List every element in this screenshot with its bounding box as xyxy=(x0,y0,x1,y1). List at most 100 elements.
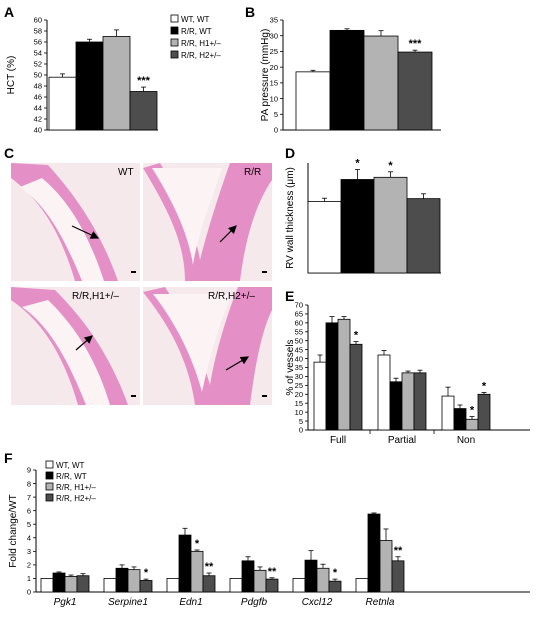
legend-label-wt-wt: WT, WT xyxy=(181,15,210,24)
y-axis-label: % of vessels xyxy=(285,339,296,395)
histology-panels: WT R/R R/R,H1+/– R/R,H2+/– xyxy=(11,163,272,405)
y-tick-label: 6 xyxy=(27,506,31,515)
y-tick-label: 25 xyxy=(295,381,303,390)
significance-marker: * xyxy=(144,567,149,579)
panel-label-c: C xyxy=(4,145,14,161)
histology-label-wt: WT xyxy=(118,167,134,178)
bar xyxy=(265,578,279,593)
legend-f-swatch-rr-h2 xyxy=(45,493,54,502)
bar xyxy=(127,569,141,593)
significance-marker: ** xyxy=(205,561,214,573)
bar xyxy=(307,201,342,274)
y-tick-label: 4 xyxy=(27,533,31,542)
y-axis-label: RV wall thickness (μm) xyxy=(285,167,296,269)
bar xyxy=(453,408,467,431)
category-label: Pgk1 xyxy=(54,597,77,608)
bar xyxy=(229,578,243,593)
y-tick-label: 46 xyxy=(34,93,42,102)
bar xyxy=(304,559,318,593)
legend-f-label-rr-h2: R/R, H2+/– xyxy=(56,494,96,503)
bar xyxy=(40,578,54,593)
histology-image-rr-h1 xyxy=(11,287,140,405)
category-label: Partial xyxy=(388,435,416,446)
y-tick-label: 0 xyxy=(274,126,278,135)
category-label: Pdgfb xyxy=(241,597,268,608)
y-tick-label: 55 xyxy=(295,327,303,336)
arrow-rr xyxy=(219,225,237,243)
category-label: Non xyxy=(457,435,475,446)
bar xyxy=(401,372,415,431)
y-tick-label: 0 xyxy=(27,588,31,597)
legend-swatch-rr-h2 xyxy=(170,50,179,59)
bar xyxy=(103,578,117,593)
legend-f: WT, WT R/R, WT R/R, H1+/– R/R, H2+/– xyxy=(45,460,96,503)
y-tick-label: 15 xyxy=(295,399,303,408)
y-tick-label: 50 xyxy=(34,71,42,80)
panel-label-b: B xyxy=(245,4,255,20)
histology-label-rr-h2: R/R,H2+/– xyxy=(208,291,255,302)
arrow-wt xyxy=(71,225,100,239)
significance-marker: ** xyxy=(394,545,403,557)
y-tick-label: 3 xyxy=(27,547,31,556)
bar xyxy=(377,354,391,431)
bar xyxy=(76,575,90,593)
category-label: Retnla xyxy=(366,597,395,608)
histology-label-rr-h1: R/R,H1+/– xyxy=(72,291,119,302)
legend-f-swatch-wt-wt xyxy=(45,460,54,469)
y-tick-label: 25 xyxy=(270,47,278,56)
bar xyxy=(355,578,369,593)
bar xyxy=(292,578,306,593)
legend-f-label-rr-wt: R/R, WT xyxy=(56,472,87,481)
y-tick-label: 42 xyxy=(34,115,42,124)
y-tick-label: 15 xyxy=(270,79,278,88)
y-axis-label: PA pressure (mmHg) xyxy=(260,29,271,122)
significance-marker: * xyxy=(333,567,338,579)
bar xyxy=(48,76,77,131)
y-tick-label: 65 xyxy=(295,310,303,319)
legend-f-swatch-rr-h1 xyxy=(45,482,54,491)
y-tick-label: 5 xyxy=(299,417,303,426)
arrow-rr-h2 xyxy=(225,356,250,371)
y-tick-label: 0 xyxy=(299,426,303,435)
histology-image-wt xyxy=(11,163,140,281)
bar xyxy=(373,176,408,274)
category-label: Full xyxy=(330,435,346,446)
legend-f-label-wt-wt: WT, WT xyxy=(56,461,85,470)
bar xyxy=(178,534,192,593)
category-label: Cxcl12 xyxy=(302,597,333,608)
bar xyxy=(102,36,131,131)
bar xyxy=(166,578,180,593)
bar xyxy=(75,41,104,131)
panel-label-a: A xyxy=(4,4,14,20)
bar xyxy=(465,418,479,431)
y-tick-label: 45 xyxy=(295,345,303,354)
y-tick-label: 5 xyxy=(27,520,31,529)
significance-marker: * xyxy=(482,381,487,393)
bar xyxy=(329,29,365,131)
bar xyxy=(313,361,327,431)
y-tick-label: 30 xyxy=(295,372,303,381)
y-tick-label: 7 xyxy=(27,493,31,502)
bar xyxy=(202,575,216,593)
bar xyxy=(325,322,339,431)
y-tick-label: 58 xyxy=(34,27,42,36)
y-tick-label: 54 xyxy=(34,49,42,58)
panel-label-d: D xyxy=(285,145,295,161)
bar xyxy=(441,395,455,431)
y-tick-label: 40 xyxy=(34,126,42,135)
y-tick-label: 35 xyxy=(295,363,303,372)
y-tick-label: 1 xyxy=(27,574,31,583)
bar xyxy=(115,567,129,593)
bar xyxy=(397,51,433,131)
bar xyxy=(316,567,330,593)
y-axis-label: HCT (%) xyxy=(6,56,17,95)
y-tick-label: 20 xyxy=(295,390,303,399)
category-label: Serpine1 xyxy=(108,597,148,608)
y-tick-label: 35 xyxy=(270,16,278,25)
chart-hct: 40 42 44 46 48 50 52 54 56 58 60 HCT (%) *** xyxy=(6,16,158,135)
arrow-rr-h1 xyxy=(75,335,93,351)
y-tick-label: 60 xyxy=(34,16,42,25)
